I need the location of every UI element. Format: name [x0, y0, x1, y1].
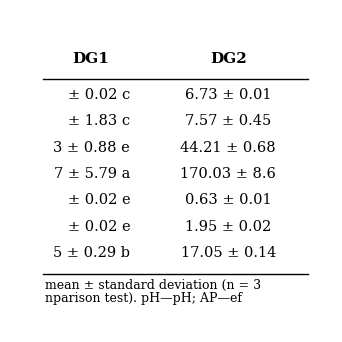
Text: 170.03 ± 8.6: 170.03 ± 8.6: [180, 167, 276, 181]
Text: 17.05 ± 0.14: 17.05 ± 0.14: [181, 246, 276, 260]
Text: 1.95 ± 0.02: 1.95 ± 0.02: [185, 220, 272, 234]
Text: 3 ± 0.88 e: 3 ± 0.88 e: [53, 141, 130, 155]
Text: 7 ± 5.79 a: 7 ± 5.79 a: [54, 167, 130, 181]
Text: 7.57 ± 0.45: 7.57 ± 0.45: [185, 114, 272, 128]
Text: 6.73 ± 0.01: 6.73 ± 0.01: [185, 88, 272, 102]
Text: DG1: DG1: [72, 52, 109, 66]
Text: mean ± standard deviation (n = 3: mean ± standard deviation (n = 3: [45, 279, 262, 292]
Text: ± 0.02 c: ± 0.02 c: [68, 88, 130, 102]
Text: 44.21 ± 0.68: 44.21 ± 0.68: [181, 141, 276, 155]
Text: ± 1.83 c: ± 1.83 c: [68, 114, 130, 128]
Text: ± 0.02 e: ± 0.02 e: [68, 193, 130, 207]
Text: 5 ± 0.29 b: 5 ± 0.29 b: [53, 246, 130, 260]
Text: DG2: DG2: [210, 52, 247, 66]
Text: nparison test). pH—pH; AP—ef: nparison test). pH—pH; AP—ef: [45, 292, 242, 305]
Text: 0.63 ± 0.01: 0.63 ± 0.01: [185, 193, 272, 207]
Text: ± 0.02 e: ± 0.02 e: [68, 220, 130, 234]
